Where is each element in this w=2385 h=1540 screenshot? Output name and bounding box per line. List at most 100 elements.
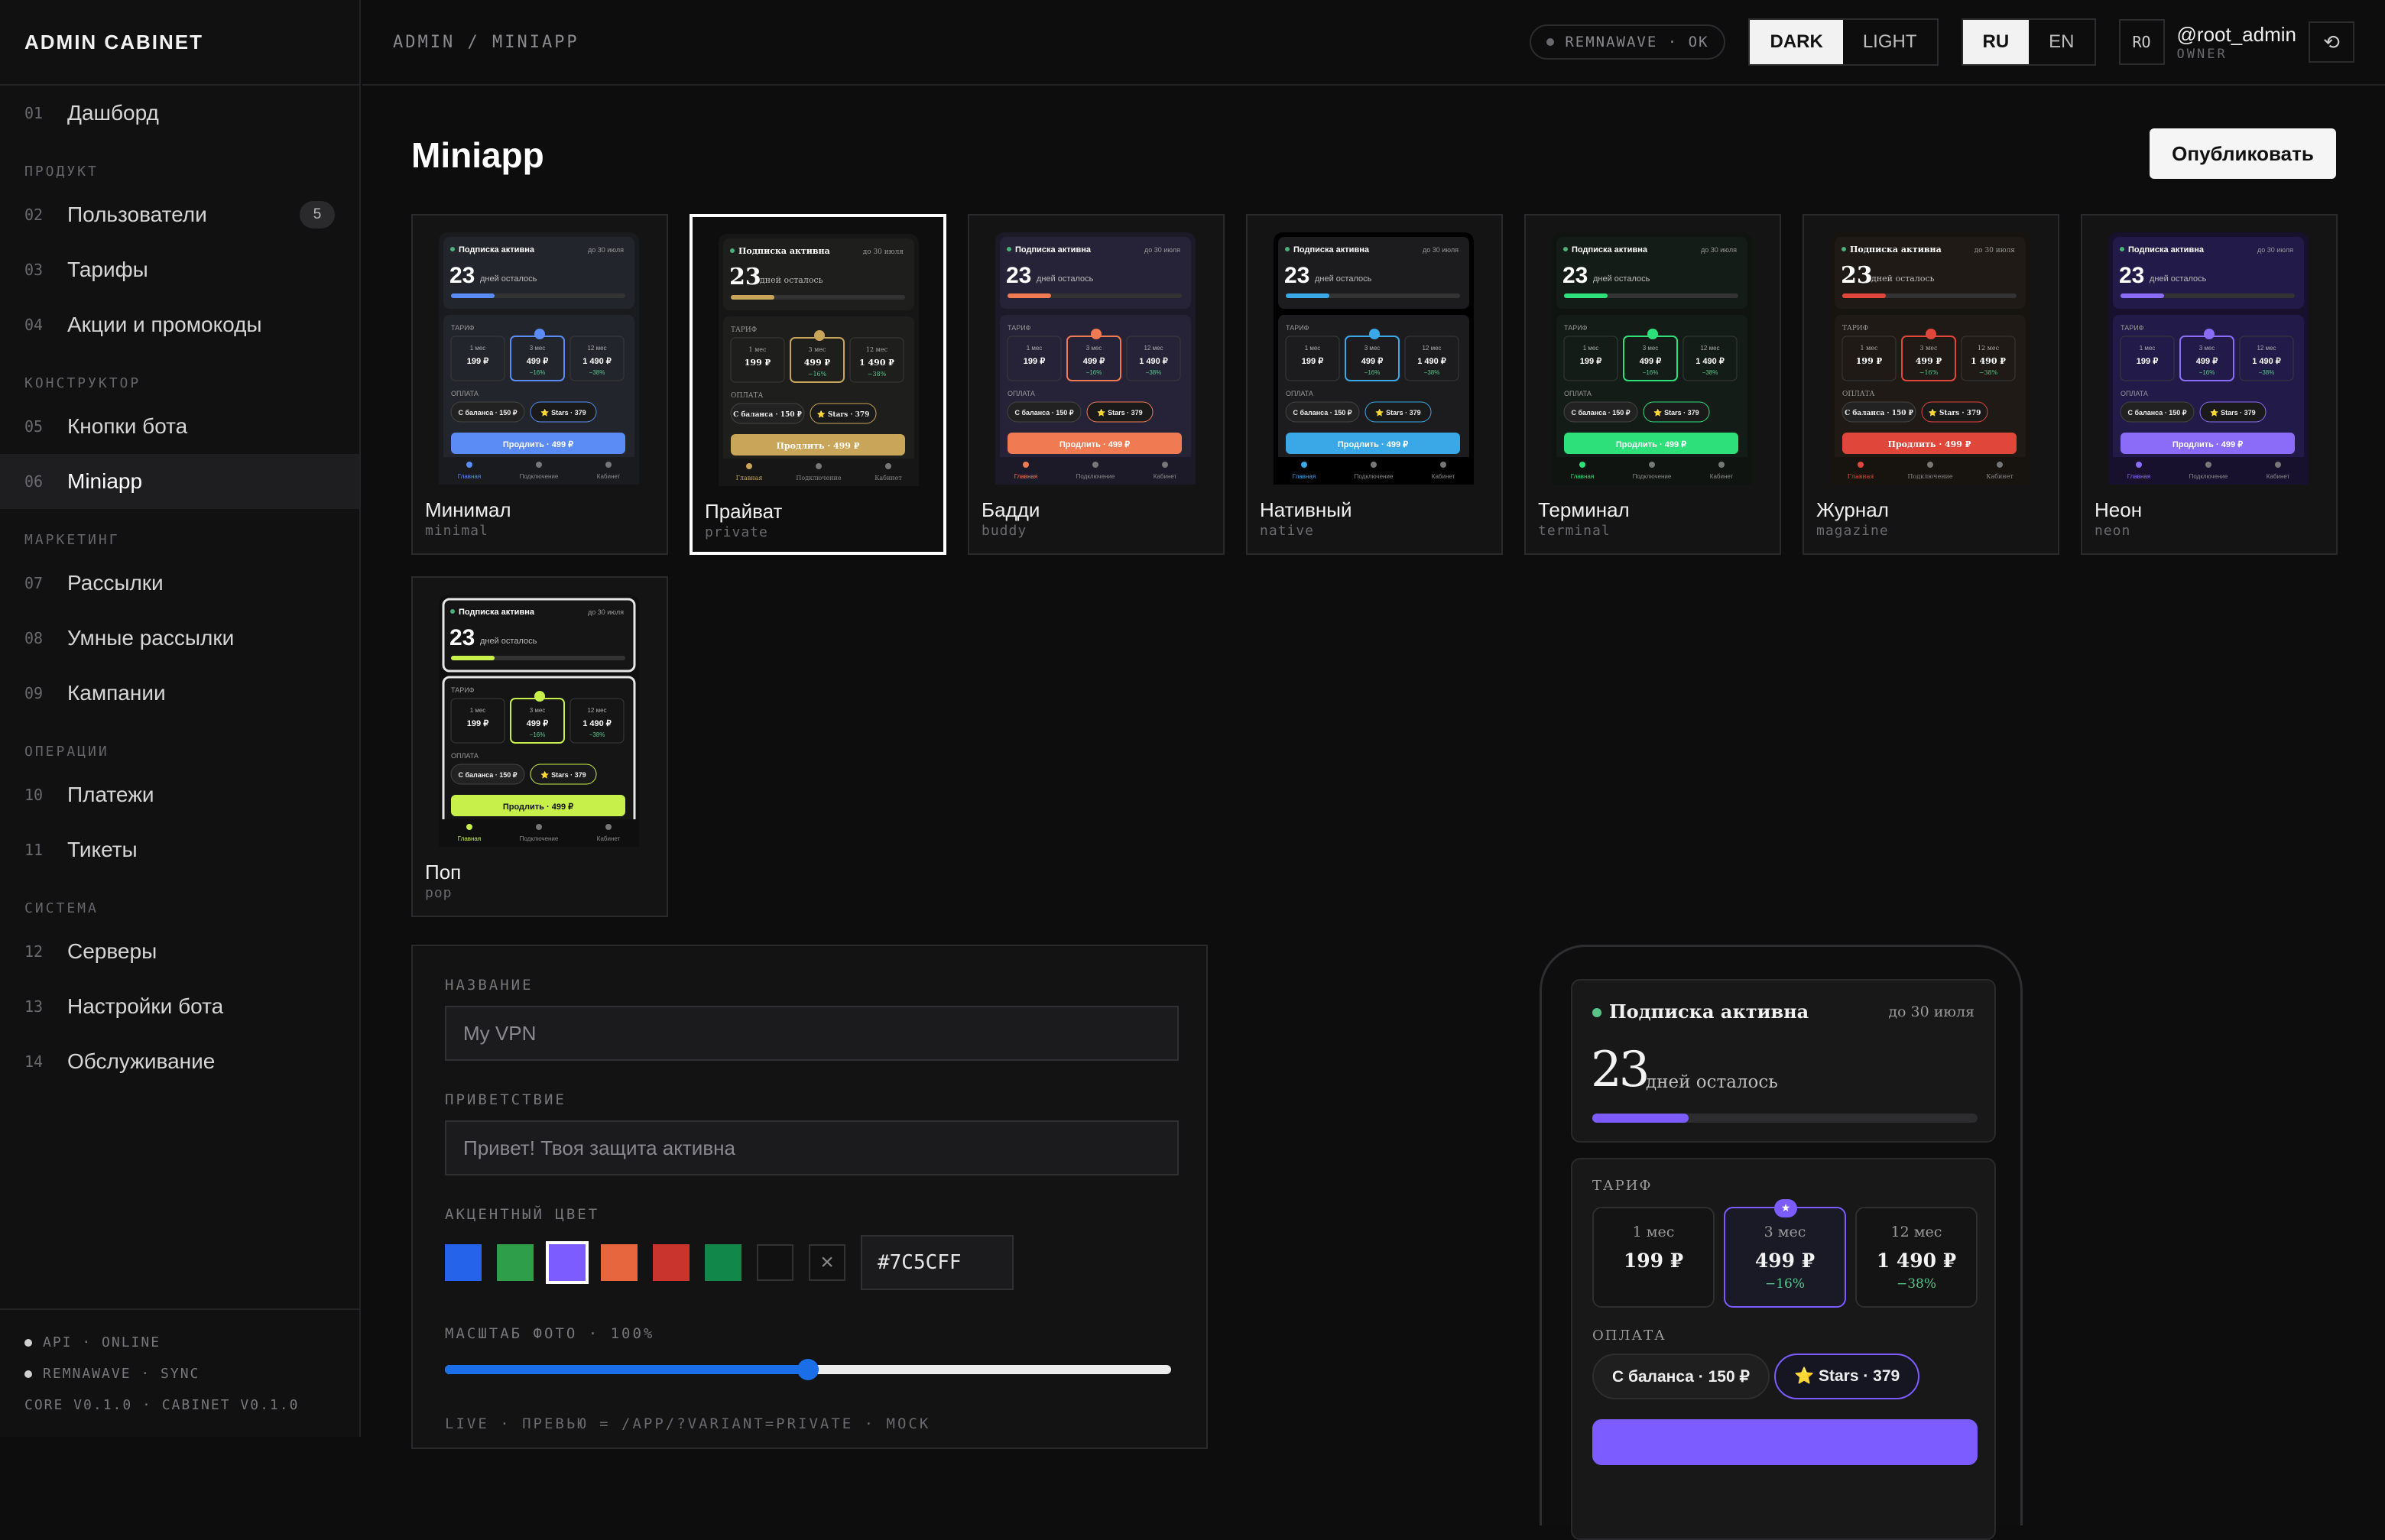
accent-swatch[interactable] <box>757 1244 793 1281</box>
accent-swatch[interactable] <box>705 1244 741 1281</box>
svg-text:до 30 июля: до 30 июля <box>863 248 904 256</box>
svg-text:Кабинет: Кабинет <box>2267 473 2290 480</box>
theme-light-button[interactable]: LIGHT <box>1843 20 1937 64</box>
phone-preview: Подписка активна до 30 июля 23 дней оста… <box>1540 945 2023 1525</box>
svg-text:Главная: Главная <box>458 835 481 842</box>
svg-text:−38%: −38% <box>2259 369 2275 376</box>
star-icon: ★ <box>1774 1199 1797 1217</box>
variant-name: Прайват <box>705 500 782 524</box>
sidebar-item-number: 04 <box>24 316 67 334</box>
days-count: 23 <box>1591 1042 1647 1098</box>
greeting-label: ПРИВЕТСТВИЕ <box>445 1091 1174 1108</box>
publish-button[interactable]: Опубликовать <box>2150 128 2336 179</box>
accent-swatches: × #7C5CFF <box>445 1235 1174 1290</box>
svg-text:дней осталось: дней осталось <box>760 275 823 285</box>
plan-term: 12 мес <box>1857 1224 1976 1240</box>
accent-swatch[interactable] <box>445 1244 482 1281</box>
variant-name: Журнал <box>1816 498 1889 522</box>
theme-dark-button[interactable]: DARK <box>1750 20 1842 64</box>
svg-text:Кабинет: Кабинет <box>597 473 621 480</box>
user-role: OWNER <box>2177 47 2296 62</box>
sidebar-item-label: Пользователи <box>67 203 300 227</box>
svg-text:Кабинет: Кабинет <box>874 475 902 481</box>
svg-text:499 ₽: 499 ₽ <box>527 357 548 366</box>
sidebar-item-label: Тарифы <box>67 258 335 282</box>
days-progress-fill <box>1592 1114 1689 1123</box>
plan-discount: −38% <box>1857 1276 1976 1292</box>
slider-handle[interactable] <box>797 1359 819 1380</box>
lang-ru-button[interactable]: RU <box>1963 20 2030 64</box>
status-dot-icon <box>1546 38 1554 46</box>
svg-text:Продлить · 499 ₽: Продлить · 499 ₽ <box>1338 440 1408 449</box>
svg-text:С баланса · 150 ₽: С баланса · 150 ₽ <box>1014 409 1073 417</box>
name-input[interactable]: My VPN <box>445 1006 1179 1061</box>
sidebar-item-number: 07 <box>24 574 67 592</box>
pay-stars-chip[interactable]: ⭐ Stars · 379 <box>1774 1354 1919 1399</box>
clear-color-button[interactable]: × <box>809 1244 845 1281</box>
lang-en-button[interactable]: EN <box>2029 20 2094 64</box>
avatar[interactable]: RO <box>2119 19 2165 65</box>
pay-balance-chip[interactable]: С баланса · 150 ₽ <box>1592 1354 1770 1399</box>
accent-swatch[interactable] <box>653 1244 690 1281</box>
plan-discount: −16% <box>1725 1276 1845 1292</box>
status-dot-icon <box>24 1370 32 1378</box>
svg-text:до 30 июля: до 30 июля <box>588 608 624 616</box>
plan-12-months[interactable]: 12 мес 1 490 ₽ −38% <box>1855 1207 1978 1308</box>
accent-swatch[interactable] <box>549 1244 586 1281</box>
svg-text:23: 23 <box>1284 263 1309 288</box>
svg-text:Подписка активна: Подписка активна <box>1850 245 1942 255</box>
subscription-status: Подписка активна <box>1609 1000 1809 1023</box>
svg-text:−16%: −16% <box>2199 369 2215 376</box>
accent-swatch[interactable] <box>497 1244 534 1281</box>
history-icon: ⟲ <box>2323 31 2340 54</box>
user-info[interactable]: @root_admin OWNER <box>2177 23 2296 62</box>
accent-swatch[interactable] <box>601 1244 638 1281</box>
svg-text:1 мес: 1 мес <box>2140 345 2156 352</box>
svg-text:199 ₽: 199 ₽ <box>467 719 488 728</box>
svg-text:−16%: −16% <box>1919 369 1939 376</box>
theme-switch: DARK LIGHT <box>1748 18 1938 66</box>
svg-text:ОПЛАТА: ОПЛАТА <box>731 392 764 400</box>
svg-text:до 30 июля: до 30 июля <box>588 246 624 254</box>
svg-text:1 мес: 1 мес <box>1583 345 1599 352</box>
svg-text:⭐ Stars · 379: ⭐ Stars · 379 <box>1097 408 1142 417</box>
svg-text:до 30 июля: до 30 июля <box>1701 246 1737 254</box>
scale-label: МАСШТАБ ФОТО · 100% <box>445 1325 1174 1342</box>
svg-text:499 ₽: 499 ₽ <box>527 719 548 728</box>
plan-price: 1 490 ₽ <box>1857 1250 1976 1272</box>
greeting-input[interactable]: Привет! Твоя защита активна <box>445 1120 1179 1175</box>
scale-slider[interactable] <box>445 1354 1171 1385</box>
hex-input[interactable]: #7C5CFF <box>861 1235 1014 1290</box>
history-button[interactable]: ⟲ <box>2309 21 2354 63</box>
name-label: НАЗВАНИЕ <box>445 977 1174 994</box>
svg-text:Подключение: Подключение <box>2189 473 2228 480</box>
renew-button[interactable] <box>1592 1419 1978 1465</box>
svg-text:−38%: −38% <box>868 371 887 378</box>
